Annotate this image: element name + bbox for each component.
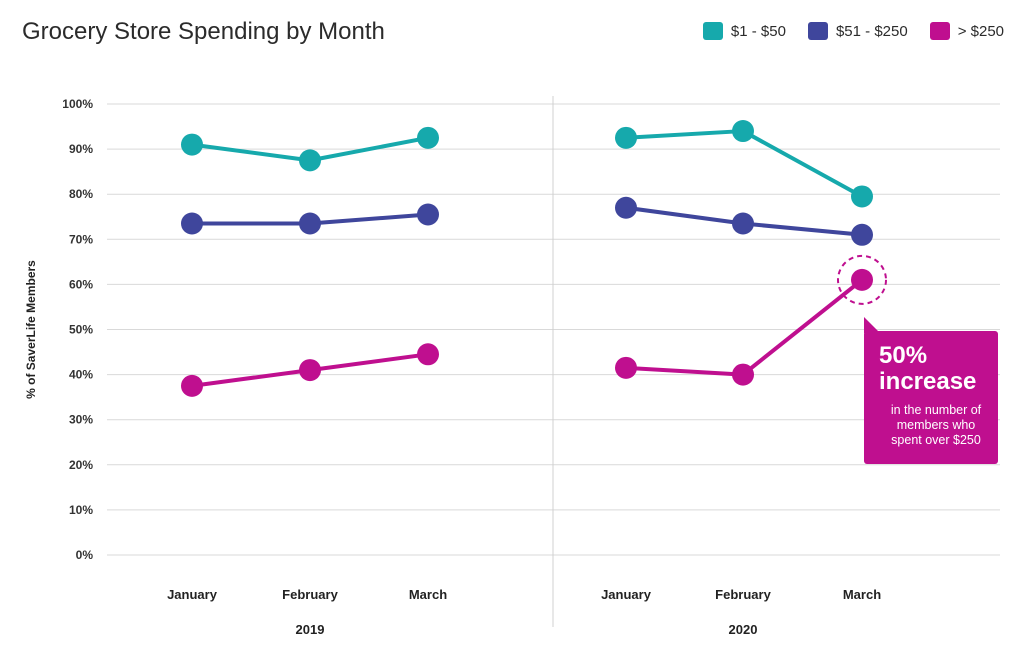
legend: $1 - $50 $51 - $250 > $250 xyxy=(702,22,1004,40)
data-point xyxy=(615,126,637,149)
y-tick-label: 60% xyxy=(69,277,93,291)
data-point xyxy=(299,149,321,172)
data-point xyxy=(732,212,754,235)
x-category-label: February xyxy=(715,587,771,602)
annotation-callout: 50% increase in the number of members wh… xyxy=(864,331,998,464)
data-point xyxy=(181,133,203,156)
data-point xyxy=(417,203,439,226)
y-tick-label: 40% xyxy=(69,368,93,382)
highlight-ring xyxy=(837,254,887,305)
data-point xyxy=(299,359,321,382)
year-label: 2019 xyxy=(296,622,325,637)
data-point xyxy=(417,126,439,149)
x-category-label: January xyxy=(601,587,652,602)
data-point xyxy=(299,212,321,235)
legend-label-mid: $51 - $250 xyxy=(835,22,908,40)
annotation-headline: 50% increase xyxy=(879,342,977,395)
y-tick-label: 10% xyxy=(69,503,93,517)
y-tick-label: 90% xyxy=(69,142,93,156)
year-label: 2020 xyxy=(729,622,758,637)
annotation-text: in the number of members who spent over … xyxy=(890,403,982,447)
legend-swatch-high xyxy=(929,22,950,40)
legend-label-low: $1 - $50 xyxy=(730,22,786,40)
data-point xyxy=(851,185,873,208)
callout-pointer xyxy=(864,317,880,333)
y-tick-label: 80% xyxy=(69,187,93,201)
y-axis-label: % of SaverLife Members xyxy=(24,260,38,399)
legend-item-low: $1 - $50 xyxy=(702,22,786,40)
data-point xyxy=(181,212,203,235)
data-point xyxy=(615,356,637,379)
y-tick-label: 20% xyxy=(69,458,93,472)
data-point xyxy=(615,196,637,219)
y-tick-label: 70% xyxy=(69,232,93,246)
data-point xyxy=(417,343,439,366)
x-category-label: March xyxy=(409,587,447,602)
series-line-2020-2 xyxy=(624,277,864,377)
chart-title: Grocery Store Spending by Month xyxy=(22,18,385,45)
y-tick-label: 100% xyxy=(62,97,93,111)
legend-swatch-low xyxy=(702,22,723,40)
legend-swatch-mid xyxy=(807,22,828,40)
legend-item-mid: $51 - $250 xyxy=(807,22,908,40)
y-tick-label: 30% xyxy=(69,413,93,427)
legend-item-high: > $250 xyxy=(929,22,1004,40)
x-category-label: March xyxy=(843,587,881,602)
data-point xyxy=(851,223,873,246)
x-category-label: January xyxy=(167,587,218,602)
y-tick-label: 50% xyxy=(69,323,93,337)
data-point xyxy=(181,374,203,397)
legend-label-high: > $250 xyxy=(957,22,1004,40)
y-tick-label: 0% xyxy=(76,548,94,562)
data-point xyxy=(732,363,754,386)
data-point xyxy=(851,268,873,291)
data-point xyxy=(732,120,754,143)
x-category-label: February xyxy=(282,587,338,602)
